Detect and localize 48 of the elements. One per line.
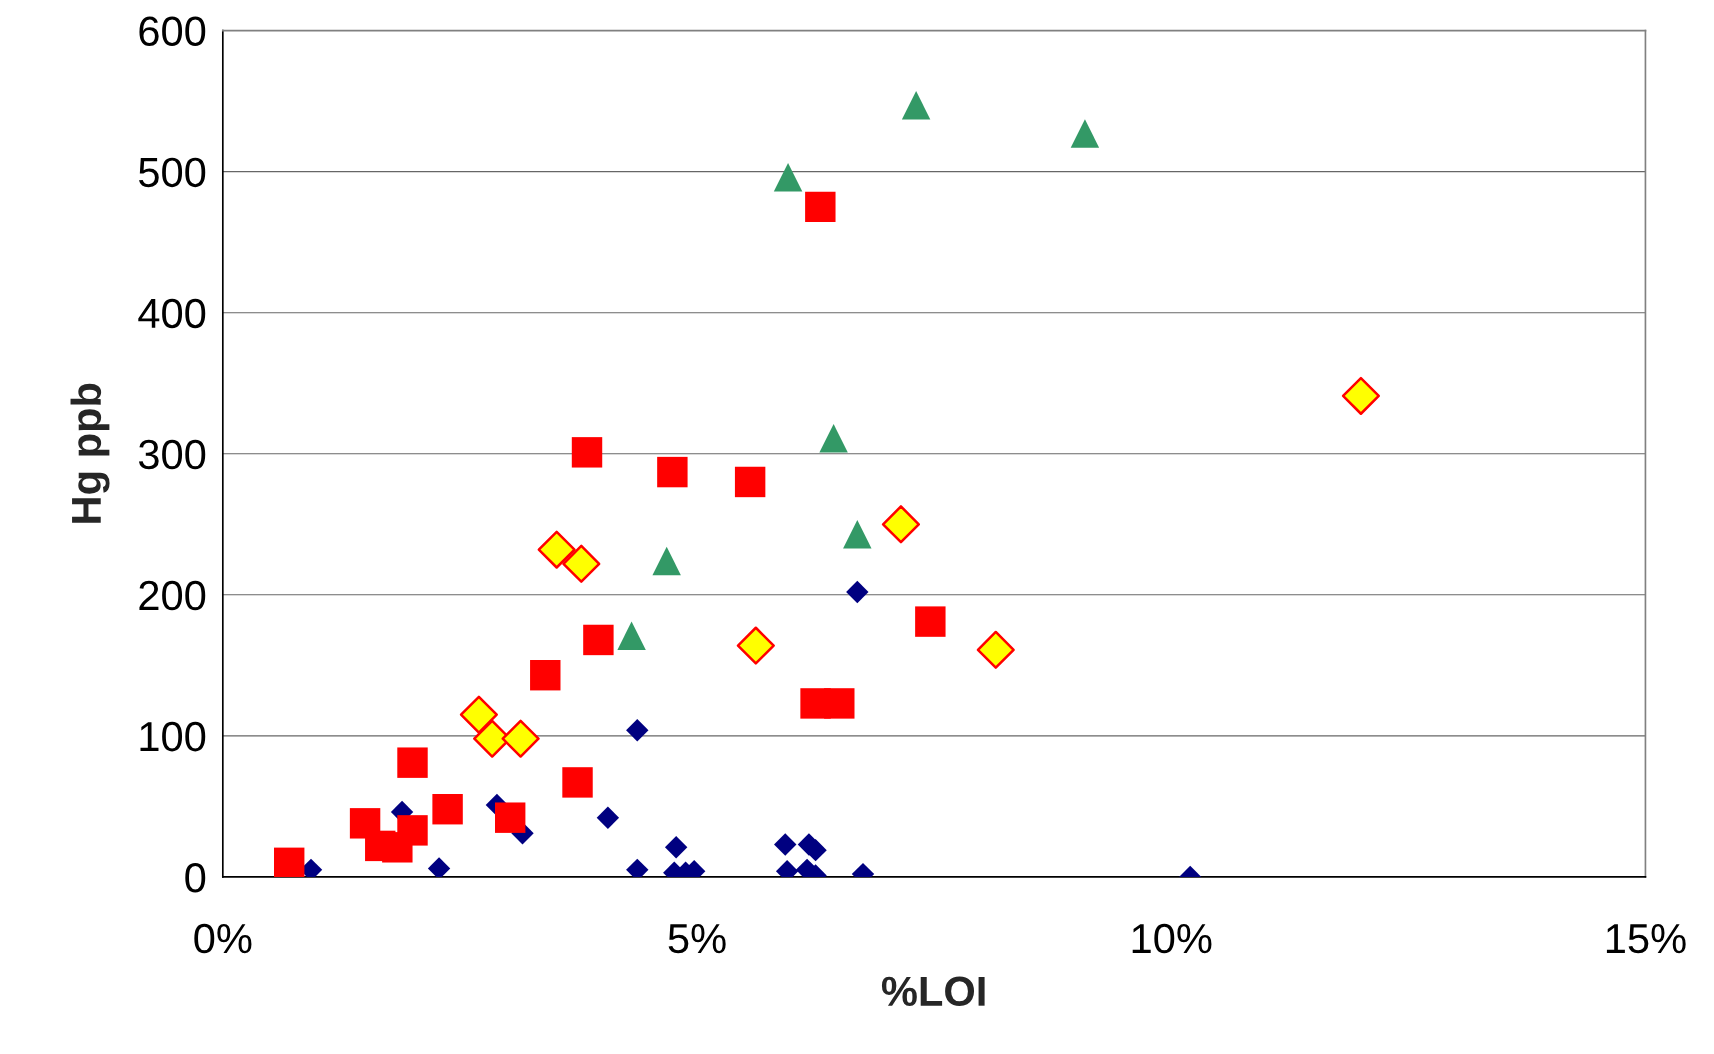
y-tick-label: 300 bbox=[138, 439, 206, 470]
y-tick-label: 600 bbox=[139, 16, 206, 47]
y-tick-label: 200 bbox=[139, 580, 206, 611]
point bbox=[824, 688, 855, 719]
point bbox=[652, 546, 681, 576]
point bbox=[881, 505, 921, 544]
point bbox=[843, 519, 872, 549]
point bbox=[596, 806, 620, 829]
point bbox=[734, 466, 766, 498]
point bbox=[626, 719, 649, 742]
point bbox=[273, 847, 305, 877]
point bbox=[1070, 119, 1100, 148]
y-tick-label: 500 bbox=[139, 157, 206, 188]
point bbox=[1341, 376, 1381, 415]
point bbox=[537, 530, 576, 569]
point bbox=[432, 794, 463, 825]
y-tick-label: 0 bbox=[185, 862, 206, 893]
point bbox=[617, 621, 646, 650]
y-axis-title: Hg ppb bbox=[70, 383, 110, 523]
x-tick-label: 5% bbox=[668, 924, 726, 954]
point bbox=[562, 767, 593, 798]
x-tick-label: 15% bbox=[1606, 924, 1686, 954]
x-tick-label: 10% bbox=[1132, 923, 1212, 954]
point bbox=[774, 833, 797, 856]
point bbox=[915, 606, 946, 637]
point bbox=[562, 544, 601, 583]
point bbox=[501, 719, 540, 758]
y-tick-label: 400 bbox=[138, 298, 206, 329]
point bbox=[397, 815, 428, 846]
point bbox=[846, 580, 869, 604]
point bbox=[805, 191, 836, 223]
y-tick-label: 100 bbox=[140, 721, 206, 752]
point bbox=[583, 624, 614, 656]
point bbox=[397, 747, 428, 778]
point bbox=[427, 857, 451, 877]
x-tick-label: 0% bbox=[194, 923, 252, 954]
point bbox=[736, 626, 775, 665]
point bbox=[664, 836, 688, 859]
point bbox=[901, 91, 931, 120]
point bbox=[459, 695, 498, 734]
point bbox=[530, 660, 561, 691]
point bbox=[494, 802, 526, 833]
point bbox=[976, 630, 1015, 669]
point bbox=[657, 456, 688, 488]
point bbox=[819, 424, 848, 453]
x-axis-title: %LOI bbox=[881, 976, 985, 1007]
point bbox=[773, 163, 803, 192]
point bbox=[571, 437, 603, 468]
